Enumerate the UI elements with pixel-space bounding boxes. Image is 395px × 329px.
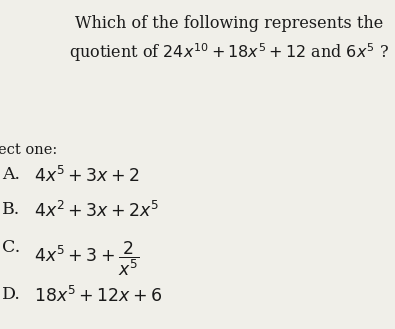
Text: D.: D. — [2, 286, 21, 303]
Text: B.: B. — [2, 201, 20, 218]
Text: $18x^5 + 12x + 6$: $18x^5 + 12x + 6$ — [34, 286, 162, 306]
Text: $4x^2 + 3x + 2x^5$: $4x^2 + 3x + 2x^5$ — [34, 201, 159, 221]
Text: $4x^5 + 3 + \dfrac{2}{x^5}$: $4x^5 + 3 + \dfrac{2}{x^5}$ — [34, 239, 139, 278]
Text: Which of the following represents the: Which of the following represents the — [75, 15, 383, 32]
Text: ect one:: ect one: — [0, 143, 57, 157]
Text: C.: C. — [2, 239, 20, 256]
Text: $4x^5 + 3x + 2$: $4x^5 + 3x + 2$ — [34, 166, 139, 186]
Text: A.: A. — [2, 166, 20, 183]
Text: quotient of $24x^{10} + 18x^5 + 12$ and $6x^5$ ?: quotient of $24x^{10} + 18x^5 + 12$ and … — [69, 41, 389, 64]
